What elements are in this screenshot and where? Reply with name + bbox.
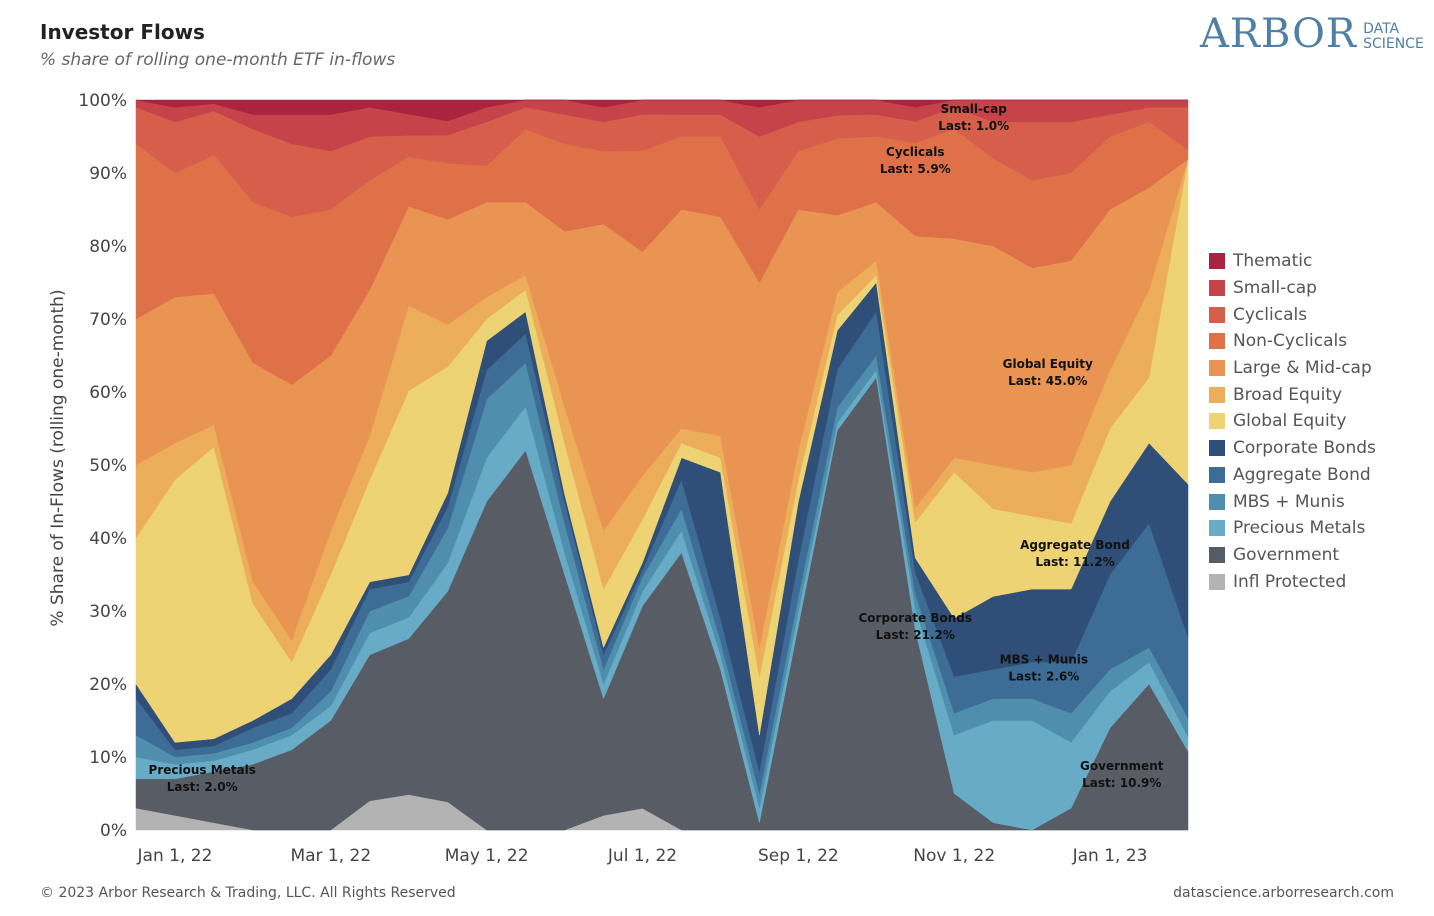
annotation-precious-metals-label: Precious Metals xyxy=(149,763,256,777)
legend-label: Large & Mid-cap xyxy=(1233,358,1372,379)
legend-item[interactable]: Small-cap xyxy=(1209,275,1376,302)
y-tick-label: 20% xyxy=(89,675,127,695)
legend-item[interactable]: Broad Equity xyxy=(1209,381,1376,408)
x-tick-label: Sep 1, 22 xyxy=(758,846,839,866)
legend-item[interactable]: Infl Protected xyxy=(1209,568,1376,595)
chart-subtitle: % share of rolling one-month ETF in-flow… xyxy=(40,50,396,70)
annotation-cyclicals-label: Cyclicals xyxy=(886,145,944,159)
y-tick-label: 50% xyxy=(89,456,127,476)
annotation-precious-metals-last: Last: 2.0% xyxy=(167,780,238,794)
legend-item[interactable]: Global Equity xyxy=(1209,408,1376,435)
legend-swatch xyxy=(1209,520,1225,537)
annotation-government-last: Last: 10.9% xyxy=(1082,776,1161,790)
annotation-aggregate-bond-last: Last: 11.2% xyxy=(1035,555,1114,569)
logo-main-text: ARBOR xyxy=(1200,11,1358,57)
legend-swatch xyxy=(1209,440,1225,457)
annotation-aggregate-bond-label: Aggregate Bond xyxy=(1020,538,1130,552)
legend-item[interactable]: Corporate Bonds xyxy=(1209,435,1376,462)
area-thematic xyxy=(135,99,1188,122)
legend-label: Precious Metals xyxy=(1233,518,1366,539)
legend-swatch xyxy=(1209,360,1225,377)
legend-item[interactable]: Large & Mid-cap xyxy=(1209,355,1376,382)
y-tick-label: 60% xyxy=(89,383,127,403)
annotation-mbs-munis-label: MBS + Munis xyxy=(1000,653,1088,667)
legend-label: Global Equity xyxy=(1233,411,1347,432)
y-tick-label: 10% xyxy=(89,748,127,768)
annotation-government-label: Government xyxy=(1080,759,1164,773)
x-tick-label: Nov 1, 22 xyxy=(913,846,995,866)
y-tick-label: 40% xyxy=(89,529,127,549)
legend-item[interactable]: Precious Metals xyxy=(1209,515,1376,542)
annotation-corporate-bonds-last: Last: 21.2% xyxy=(876,628,955,642)
legend-label: Broad Equity xyxy=(1233,384,1343,405)
annotation-small-cap-last: Last: 1.0% xyxy=(938,119,1009,133)
annotation-small-cap-label: Small-cap xyxy=(941,102,1008,116)
legend-item[interactable]: Cyclicals xyxy=(1209,301,1376,328)
legend-label: Cyclicals xyxy=(1233,304,1308,325)
legend-swatch xyxy=(1209,333,1225,350)
copyright-text: © 2023 Arbor Research & Trading, LLC. Al… xyxy=(40,885,456,901)
legend-swatch xyxy=(1209,466,1225,483)
legend-item[interactable]: Thematic xyxy=(1209,248,1376,275)
legend-swatch xyxy=(1209,306,1225,323)
legend-swatch xyxy=(1209,493,1225,510)
legend-swatch xyxy=(1209,413,1225,430)
y-tick-label: 70% xyxy=(89,310,127,330)
annotation-mbs-munis-last: Last: 2.6% xyxy=(1008,670,1079,684)
legend-label: Aggregate Bond xyxy=(1233,464,1371,485)
annotation-global-equity-label: Global Equity xyxy=(1003,357,1093,371)
logo-sub-text: DATA SCIENCE xyxy=(1363,22,1424,52)
legend-label: Infl Protected xyxy=(1233,571,1347,592)
legend-item[interactable]: Government xyxy=(1209,542,1376,569)
legend-label: Government xyxy=(1233,544,1340,565)
legend-label: Non-Cyclicals xyxy=(1233,331,1348,352)
legend-swatch xyxy=(1209,280,1225,297)
legend-label: Small-cap xyxy=(1233,278,1317,299)
legend-label: Corporate Bonds xyxy=(1233,438,1376,459)
annotation-global-equity-last: Last: 45.0% xyxy=(1008,374,1087,388)
y-tick-label: 80% xyxy=(89,237,127,257)
annotation-cyclicals-last: Last: 5.9% xyxy=(880,162,951,176)
x-tick-label: Jan 1, 22 xyxy=(137,846,213,866)
y-tick-label: 100% xyxy=(78,91,127,111)
x-tick-label: Jul 1, 22 xyxy=(607,846,677,866)
arbor-logo: ARBOR DATA SCIENCE xyxy=(1200,14,1424,54)
legend-label: MBS + Munis xyxy=(1233,491,1345,512)
legend-swatch xyxy=(1209,386,1225,403)
logo-sub-line2: SCIENCE xyxy=(1363,36,1424,52)
legend-swatch xyxy=(1209,573,1225,590)
y-tick-label: 30% xyxy=(89,602,127,622)
logo-sub-line1: DATA xyxy=(1363,21,1400,37)
footer-url[interactable]: datascience.arborresearch.com xyxy=(1173,885,1394,901)
legend-swatch xyxy=(1209,253,1225,270)
legend-item[interactable]: Aggregate Bond xyxy=(1209,462,1376,489)
annotation-corporate-bonds-label: Corporate Bonds xyxy=(858,611,972,625)
y-tick-label: 90% xyxy=(89,164,127,184)
chart-legend: Thematic Small-cap Cyclicals Non-Cyclicals L… xyxy=(1209,248,1376,595)
x-tick-label: Jan 1, 23 xyxy=(1072,846,1148,866)
chart-title: Investor Flows xyxy=(40,20,205,44)
y-tick-label: 0% xyxy=(100,821,127,841)
legend-item[interactable]: MBS + Munis xyxy=(1209,488,1376,515)
x-tick-label: May 1, 22 xyxy=(445,846,529,866)
legend-swatch xyxy=(1209,546,1225,563)
legend-label: Thematic xyxy=(1233,251,1313,272)
legend-item[interactable]: Non-Cyclicals xyxy=(1209,328,1376,355)
x-tick-label: Mar 1, 22 xyxy=(290,846,371,866)
